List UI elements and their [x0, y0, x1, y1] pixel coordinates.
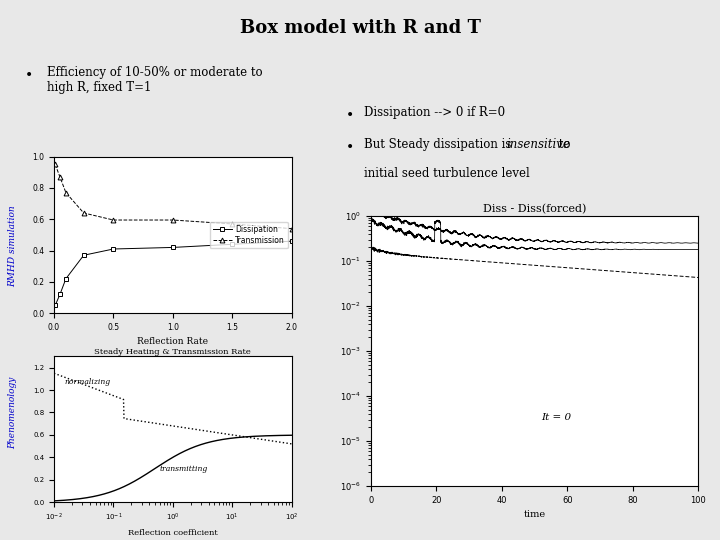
Transmission	[168, 217, 177, 223]
Dissipation	[55, 291, 64, 298]
Transmission	[55, 174, 64, 180]
Text: insensitive: insensitive	[506, 138, 570, 151]
Dissipation	[79, 252, 88, 259]
Text: RMHD simulation: RMHD simulation	[9, 205, 17, 287]
Transmission	[51, 161, 60, 168]
Text: •: •	[346, 108, 354, 122]
Text: Dissipation --> 0 if R=0: Dissipation --> 0 if R=0	[364, 106, 505, 119]
Legend: Dissipation, Transmission: Dissipation, Transmission	[210, 222, 288, 248]
X-axis label: Reflection coefficient: Reflection coefficient	[128, 529, 217, 537]
X-axis label: time: time	[523, 510, 546, 519]
Dissipation	[61, 275, 71, 282]
X-axis label: Reflection Rate: Reflection Rate	[138, 338, 208, 347]
Text: Phenomenology: Phenomenology	[9, 377, 17, 449]
Text: Box model with R and T: Box model with R and T	[240, 19, 480, 37]
Text: But Steady dissipation is: But Steady dissipation is	[364, 138, 515, 151]
Line: Transmission: Transmission	[53, 162, 294, 231]
Text: to: to	[555, 138, 571, 151]
Dissipation	[51, 302, 60, 309]
Transmission	[61, 190, 71, 196]
Dissipation	[109, 246, 118, 252]
Text: Efficiency of 10-50% or moderate to
high R, fixed T=1: Efficiency of 10-50% or moderate to high…	[47, 66, 262, 94]
Transmission	[228, 221, 236, 227]
Text: It = 0: It = 0	[541, 413, 571, 422]
Text: normalizing: normalizing	[65, 379, 111, 387]
Dissipation	[287, 238, 296, 245]
Transmission	[287, 225, 296, 232]
Line: Dissipation: Dissipation	[53, 239, 294, 308]
Text: •: •	[25, 68, 33, 82]
Dissipation	[168, 244, 177, 251]
Text: transmitting: transmitting	[160, 465, 208, 473]
Dissipation	[228, 241, 236, 247]
Text: •: •	[346, 140, 354, 154]
Title: Steady Heating & Transmission Rate: Steady Heating & Transmission Rate	[94, 348, 251, 356]
Text: initial seed turbulence level: initial seed turbulence level	[364, 167, 529, 180]
Title: Diss - Diss(forced): Diss - Diss(forced)	[483, 204, 586, 214]
Transmission	[79, 210, 88, 216]
Transmission	[109, 217, 118, 223]
